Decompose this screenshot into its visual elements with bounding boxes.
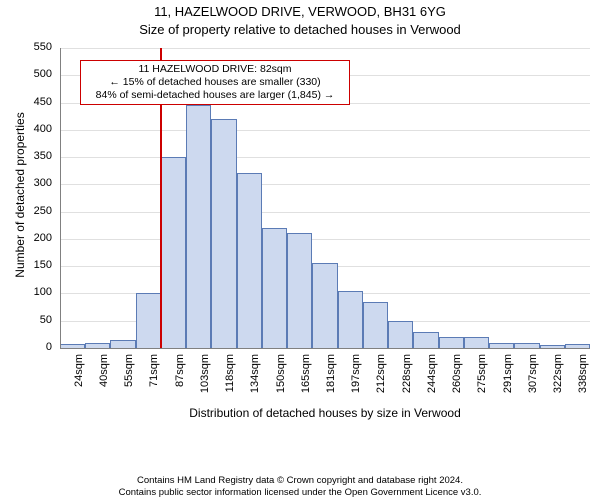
x-tick-label: 118sqm xyxy=(224,354,236,404)
footer-line-2: Contains public sector information licen… xyxy=(0,487,600,498)
y-tick-label: 100 xyxy=(0,286,52,298)
page-subtitle: Size of property relative to detached ho… xyxy=(0,22,600,37)
histogram-bar xyxy=(161,157,186,348)
x-tick-label: 260sqm xyxy=(451,354,463,404)
histogram-bar xyxy=(136,293,161,348)
x-tick-label: 87sqm xyxy=(174,354,186,404)
x-tick-label: 71sqm xyxy=(148,354,160,404)
histogram-bar xyxy=(388,321,413,348)
gridline xyxy=(60,184,590,185)
y-tick-label: 200 xyxy=(0,232,52,244)
plot-area: 11 HAZELWOOD DRIVE: 82sqm← 15% of detach… xyxy=(60,48,590,348)
histogram-bar xyxy=(262,228,287,348)
x-tick-label: 181sqm xyxy=(325,354,337,404)
x-tick-label: 275sqm xyxy=(476,354,488,404)
histogram-bar xyxy=(287,233,312,348)
x-tick-label: 134sqm xyxy=(249,354,261,404)
x-tick-label: 322sqm xyxy=(552,354,564,404)
histogram-bar xyxy=(464,337,489,348)
x-axis-line xyxy=(60,348,590,349)
page-title: 11, HAZELWOOD DRIVE, VERWOOD, BH31 6YG xyxy=(0,4,600,19)
y-tick-label: 350 xyxy=(0,150,52,162)
x-tick-label: 165sqm xyxy=(300,354,312,404)
histogram-bar xyxy=(363,302,388,348)
histogram-bar xyxy=(338,291,363,348)
histogram-bar xyxy=(237,173,262,348)
y-tick-label: 300 xyxy=(0,177,52,189)
histogram-bar xyxy=(110,340,135,348)
histogram-bar xyxy=(413,332,438,348)
y-tick-label: 450 xyxy=(0,96,52,108)
annotation-line-3: 84% of semi-detached houses are larger (… xyxy=(85,89,345,102)
y-tick-label: 0 xyxy=(0,341,52,353)
x-tick-label: 150sqm xyxy=(275,354,287,404)
x-tick-label: 103sqm xyxy=(199,354,211,404)
y-tick-label: 50 xyxy=(0,314,52,326)
footer-line-1: Contains HM Land Registry data © Crown c… xyxy=(0,475,600,486)
annotation-line-1: 11 HAZELWOOD DRIVE: 82sqm xyxy=(85,63,345,76)
x-tick-label: 197sqm xyxy=(350,354,362,404)
histogram-bar xyxy=(312,263,337,348)
histogram-chart: 11 HAZELWOOD DRIVE: 82sqm← 15% of detach… xyxy=(0,40,600,440)
gridline xyxy=(60,157,590,158)
histogram-bar xyxy=(186,105,211,348)
annotation-box: 11 HAZELWOOD DRIVE: 82sqm← 15% of detach… xyxy=(80,60,350,105)
x-tick-label: 212sqm xyxy=(375,354,387,404)
x-tick-label: 24sqm xyxy=(73,354,85,404)
x-tick-label: 291sqm xyxy=(502,354,514,404)
x-tick-label: 307sqm xyxy=(527,354,539,404)
y-tick-label: 550 xyxy=(0,41,52,53)
footer: Contains HM Land Registry data © Crown c… xyxy=(0,475,600,498)
histogram-bar xyxy=(439,337,464,348)
x-axis-title: Distribution of detached houses by size … xyxy=(60,406,590,420)
annotation-line-2: ← 15% of detached houses are smaller (33… xyxy=(85,76,345,89)
y-tick-label: 500 xyxy=(0,68,52,80)
x-tick-label: 338sqm xyxy=(577,354,589,404)
gridline xyxy=(60,239,590,240)
y-tick-label: 250 xyxy=(0,205,52,217)
x-tick-label: 55sqm xyxy=(123,354,135,404)
gridline xyxy=(60,48,590,49)
gridline xyxy=(60,130,590,131)
histogram-bar xyxy=(211,119,236,348)
y-axis-line xyxy=(60,48,61,348)
y-tick-label: 400 xyxy=(0,123,52,135)
y-tick-label: 150 xyxy=(0,259,52,271)
x-tick-label: 244sqm xyxy=(426,354,438,404)
x-tick-label: 40sqm xyxy=(98,354,110,404)
gridline xyxy=(60,212,590,213)
x-tick-label: 228sqm xyxy=(401,354,413,404)
